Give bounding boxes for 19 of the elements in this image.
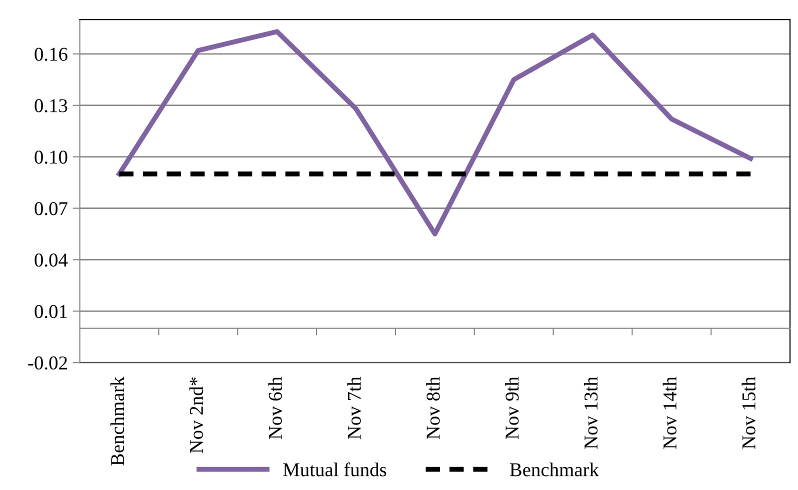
y-tick-label: 0.13: [34, 99, 68, 112]
x-tick-label: Nov 6th: [268, 376, 282, 440]
x-tick-label: Nov 9th: [505, 376, 519, 440]
legend-label: Benchmark: [510, 462, 599, 476]
x-tick-label: Benchmark: [110, 376, 124, 466]
legend-label: Mutual funds: [283, 462, 386, 476]
y-tick-label: 0.16: [34, 48, 68, 61]
x-tick-label: Nov 7th: [347, 376, 361, 440]
x-tick-label: Nov 14th: [662, 376, 677, 449]
y-tick-label: -0.02: [28, 356, 67, 370]
y-tick-label: 0.01: [34, 304, 67, 318]
y-tick-label: 0.04: [34, 254, 68, 267]
line-series: [116, 29, 753, 236]
y-tick-label: 0.07: [34, 202, 68, 216]
x-tick-label: Nov 13th: [584, 376, 598, 449]
x-tick-label: Nov 8th: [426, 376, 440, 440]
y-tick-label: 0.10: [34, 150, 68, 164]
x-tick-label: Nov 15th: [742, 376, 756, 449]
x-tick-label: Nov 2nd*: [189, 377, 204, 454]
